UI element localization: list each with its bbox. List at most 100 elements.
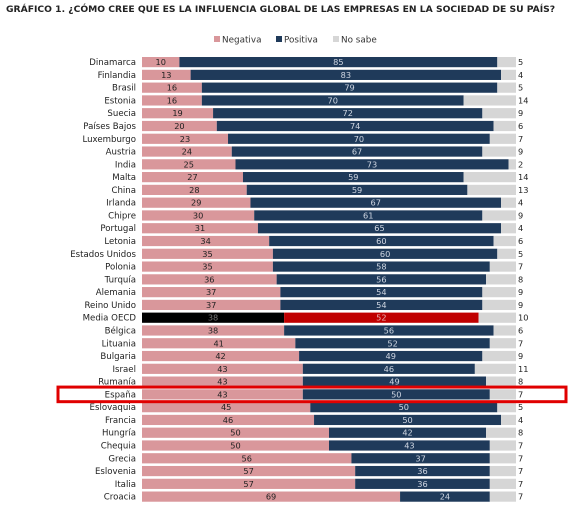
category-label: Lituania — [102, 339, 136, 349]
bar-segment-nosabe — [486, 274, 516, 285]
bar-segment-positiva — [201, 82, 498, 93]
category-label: Luxemburgo — [82, 135, 136, 145]
category-label: Grecia — [108, 454, 136, 464]
bar-segment-positiva — [228, 133, 490, 144]
data-label: 5 — [518, 402, 523, 412]
bar-segment-negativa — [142, 312, 285, 323]
bar-segment-nosabe — [497, 248, 516, 259]
bar-segment-negativa — [142, 120, 217, 132]
category-label: Italia — [115, 480, 136, 490]
data-label: 50 — [399, 402, 409, 412]
data-label: 57 — [243, 479, 253, 489]
bar-segment-negativa — [142, 159, 236, 170]
data-label: 67 — [352, 147, 362, 157]
data-label: 70 — [328, 95, 338, 105]
bar-segment-positiva — [190, 69, 502, 80]
data-label: 7 — [518, 134, 523, 144]
data-label: 38 — [208, 313, 218, 323]
category-label: Polonia — [105, 263, 136, 273]
data-label: 79 — [344, 83, 354, 93]
data-label: 83 — [341, 70, 351, 80]
data-label: 19 — [172, 108, 182, 118]
category-label: Estados Unidos — [70, 250, 136, 260]
data-label: 9 — [518, 287, 523, 297]
data-label: 74 — [350, 121, 360, 131]
category-label: España — [105, 390, 136, 400]
data-label: 7 — [518, 466, 523, 476]
bar-segment-negativa — [142, 146, 232, 157]
category-label: China — [111, 186, 136, 196]
data-label: 5 — [518, 83, 523, 93]
bar-segment-positiva — [355, 478, 490, 489]
bar-segment-nosabe — [489, 338, 516, 349]
bar-segment-nosabe — [489, 389, 516, 400]
data-label: 49 — [385, 351, 395, 361]
bar-segment-negativa — [142, 261, 273, 272]
data-label: 46 — [384, 364, 394, 374]
data-label: 16 — [167, 83, 177, 93]
data-label: 36 — [417, 479, 427, 489]
data-label: 56 — [384, 325, 394, 335]
data-label: 20 — [174, 121, 184, 131]
bar-segment-nosabe — [501, 414, 516, 426]
data-label: 38 — [208, 325, 218, 335]
data-label: 5 — [518, 57, 523, 67]
bar-segment-positiva — [295, 338, 490, 349]
data-label: 52 — [387, 338, 397, 348]
data-label: 54 — [376, 300, 386, 310]
bar-segment-negativa — [142, 248, 273, 259]
category-label: Países Bajos — [83, 122, 136, 132]
bar-segment-negativa — [142, 133, 229, 144]
bar-segment-nosabe — [493, 235, 516, 247]
data-label: 10 — [155, 57, 165, 67]
data-label: 73 — [367, 159, 377, 169]
data-label: 11 — [518, 364, 528, 374]
legend-swatch-2 — [276, 36, 282, 42]
bar-segment-negativa — [142, 223, 258, 234]
bar-segment-positiva — [310, 402, 498, 413]
chart-title: GRÁFICO 1. ¿CÓMO CREE QUE ES LA INFLUENC… — [6, 4, 556, 15]
bar-segment-negativa — [142, 69, 191, 80]
bar-segment-negativa — [142, 82, 202, 93]
category-label: India — [115, 160, 136, 170]
data-label: 30 — [193, 210, 203, 220]
bar-segment-nosabe — [486, 427, 516, 438]
bar-segment-positiva — [179, 57, 498, 68]
bar-segment-positiva — [235, 159, 509, 170]
bar-segment-positiva — [302, 363, 475, 374]
bar-segment-negativa — [142, 108, 214, 119]
category-label: Eslovenia — [95, 467, 136, 477]
data-label: 60 — [380, 249, 390, 259]
data-label: 24 — [440, 492, 450, 502]
bar-segment-negativa — [142, 57, 180, 68]
category-label: Reino Unido — [84, 301, 136, 311]
data-label: 2 — [518, 159, 523, 169]
data-label: 43 — [217, 364, 227, 374]
bar-segment-nosabe — [493, 325, 516, 336]
bar-segment-positiva — [276, 274, 487, 285]
bar-segment-nosabe — [489, 491, 516, 502]
bar-segment-positiva — [329, 440, 490, 451]
data-label: 4 — [518, 70, 523, 80]
category-label: Finlandia — [98, 71, 136, 81]
category-label: Irlanda — [106, 199, 136, 209]
data-label: 35 — [202, 262, 212, 272]
bar-segment-nosabe — [489, 478, 516, 489]
category-label: Bélgica — [105, 325, 136, 336]
bar-segment-positiva — [201, 95, 464, 106]
data-label: 6 — [518, 325, 523, 335]
bar-segment-positiva — [231, 146, 483, 157]
data-label: 4 — [518, 223, 523, 233]
data-label: 43 — [217, 389, 227, 399]
data-label: 13 — [161, 70, 171, 80]
category-label: Chipre — [108, 211, 136, 221]
category-label: Israel — [113, 365, 137, 375]
data-label: 7 — [518, 479, 523, 489]
bar-segment-nosabe — [497, 402, 516, 413]
data-label: 37 — [415, 453, 425, 463]
data-label: 9 — [518, 108, 523, 118]
bar-segment-negativa — [142, 172, 243, 183]
data-label: 7 — [518, 389, 523, 399]
bar-segment-negativa — [142, 95, 202, 106]
